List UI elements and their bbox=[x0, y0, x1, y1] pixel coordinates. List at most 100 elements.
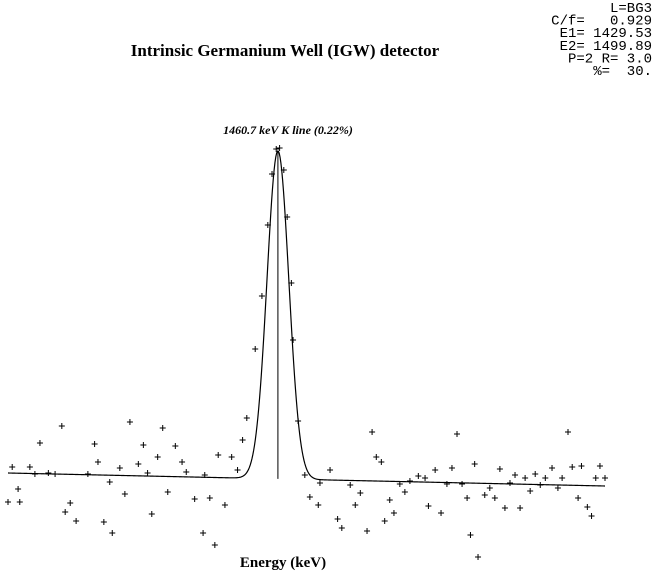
data-point bbox=[84, 471, 91, 477]
data-point bbox=[588, 513, 595, 519]
data-point bbox=[306, 494, 313, 500]
data-point bbox=[443, 481, 450, 487]
chart-title: Intrinsic Germanium Well (IGW) detector bbox=[131, 41, 440, 60]
data-point bbox=[432, 467, 439, 473]
data-point bbox=[121, 491, 128, 497]
data-point bbox=[144, 470, 151, 476]
data-point bbox=[269, 171, 276, 177]
data-point bbox=[475, 554, 482, 560]
data-point bbox=[448, 465, 455, 471]
data-point bbox=[554, 485, 561, 491]
info-line: %= 30. bbox=[593, 64, 652, 80]
data-point bbox=[228, 454, 235, 460]
data-point bbox=[284, 214, 291, 220]
data-point bbox=[467, 532, 474, 538]
data-point bbox=[276, 145, 283, 151]
data-point bbox=[172, 443, 179, 449]
info-line: C/f= 0.929 bbox=[551, 14, 652, 30]
data-point bbox=[280, 167, 287, 173]
data-point bbox=[602, 475, 608, 481]
data-point bbox=[496, 466, 503, 472]
data-point bbox=[537, 482, 544, 488]
info-line: P=2 R= 3.0 bbox=[568, 51, 652, 67]
data-point bbox=[191, 496, 198, 502]
data-point bbox=[9, 464, 16, 470]
data-point bbox=[584, 504, 591, 510]
data-point bbox=[390, 510, 397, 516]
data-point bbox=[200, 530, 207, 536]
data-point bbox=[578, 463, 585, 469]
data-point bbox=[438, 510, 445, 516]
data-point bbox=[506, 480, 513, 486]
data-point bbox=[94, 459, 101, 465]
data-point bbox=[425, 503, 432, 509]
data-point bbox=[91, 441, 98, 447]
data-point bbox=[221, 502, 228, 508]
data-point bbox=[369, 429, 376, 435]
data-point bbox=[422, 475, 429, 481]
data-point bbox=[273, 146, 280, 152]
data-point bbox=[334, 516, 341, 522]
data-point bbox=[73, 518, 80, 524]
data-point bbox=[569, 464, 576, 470]
data-point bbox=[486, 485, 493, 491]
data-point bbox=[252, 346, 259, 352]
data-point bbox=[67, 500, 74, 506]
data-point bbox=[575, 495, 582, 501]
data-point bbox=[126, 419, 133, 425]
data-point bbox=[481, 492, 488, 498]
data-point bbox=[36, 440, 43, 446]
data-point bbox=[406, 478, 413, 484]
data-point bbox=[532, 471, 539, 477]
data-point bbox=[454, 431, 461, 437]
data-point bbox=[381, 518, 388, 524]
data-point bbox=[401, 489, 408, 495]
data-point bbox=[140, 442, 147, 448]
data-point bbox=[517, 505, 524, 511]
data-point bbox=[26, 464, 33, 470]
data-point bbox=[31, 471, 38, 477]
data-point bbox=[234, 467, 241, 473]
data-point bbox=[501, 505, 508, 511]
data-point bbox=[491, 495, 498, 501]
data-point bbox=[471, 461, 478, 467]
data-point bbox=[549, 465, 556, 471]
data-point bbox=[243, 415, 250, 421]
data-point bbox=[58, 423, 65, 429]
data-point bbox=[258, 293, 265, 299]
data-point bbox=[352, 502, 359, 508]
fit-curve bbox=[7, 150, 606, 487]
data-point bbox=[522, 475, 529, 481]
data-point bbox=[288, 280, 295, 286]
data-point bbox=[347, 482, 354, 488]
data-point bbox=[301, 472, 308, 478]
data-point bbox=[386, 497, 393, 503]
data-point bbox=[154, 454, 161, 460]
data-point bbox=[464, 495, 471, 501]
data-point bbox=[5, 499, 11, 505]
data-point bbox=[179, 459, 186, 465]
data-point bbox=[164, 489, 171, 495]
data-point bbox=[135, 461, 142, 467]
data-point bbox=[106, 479, 113, 485]
data-point bbox=[116, 465, 123, 471]
data-point bbox=[100, 519, 107, 525]
peak-annotation: 1460.7 keV K line (0.22%) bbox=[223, 123, 353, 137]
data-point bbox=[512, 472, 519, 478]
data-point bbox=[338, 525, 345, 531]
info-line: E2= 1499.89 bbox=[560, 39, 652, 55]
x-axis-label: Energy (keV) bbox=[240, 555, 326, 571]
data-point bbox=[215, 452, 222, 458]
data-point bbox=[264, 222, 271, 228]
data-point bbox=[542, 475, 549, 481]
data-point bbox=[559, 475, 566, 481]
data-point bbox=[109, 530, 116, 536]
data-point bbox=[316, 480, 323, 486]
data-point bbox=[527, 488, 534, 494]
data-point bbox=[295, 418, 302, 424]
info-line: E1= 1429.53 bbox=[560, 26, 652, 42]
data-point bbox=[327, 467, 334, 473]
data-point bbox=[415, 473, 422, 479]
data-point bbox=[378, 459, 385, 465]
